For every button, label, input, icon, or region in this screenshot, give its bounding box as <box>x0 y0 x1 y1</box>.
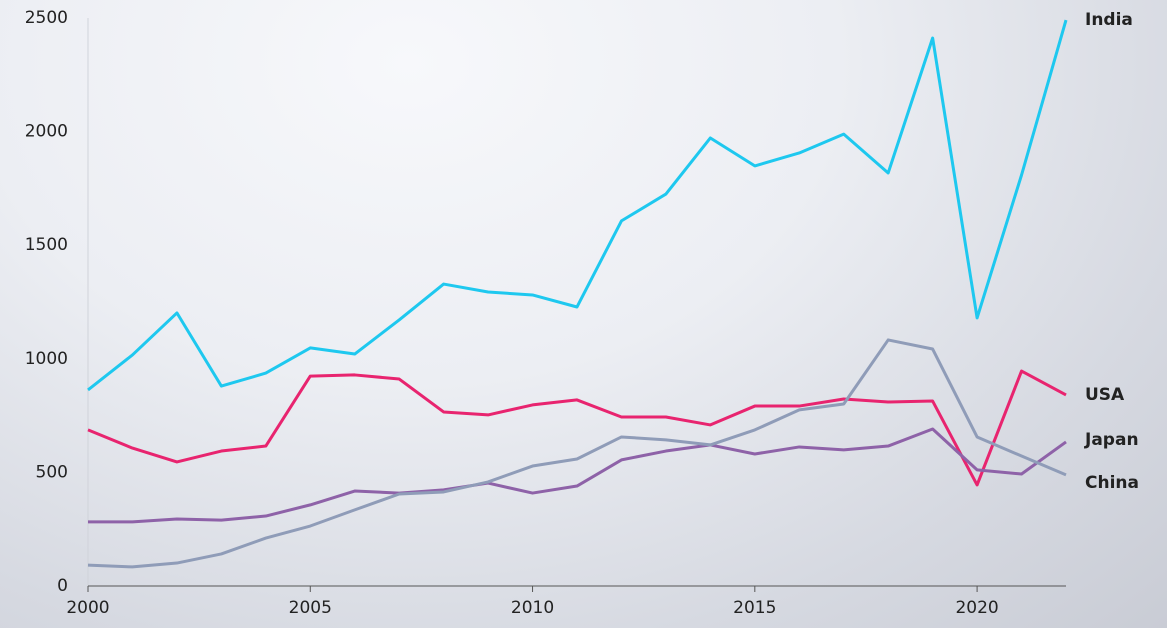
series-label: USA <box>1085 385 1125 405</box>
x-tick-label: 2010 <box>511 598 554 618</box>
series-line <box>88 429 1066 522</box>
y-tick-label: 0 <box>57 576 68 596</box>
series-label: Japan <box>1084 430 1139 450</box>
x-tick-label: 2015 <box>733 598 776 618</box>
series-label: India <box>1085 10 1133 30</box>
series-line <box>88 20 1066 390</box>
chart: 0 500 1000 1500 2000 2500 2000 2005 2010 2015 2020… <box>0 0 1167 628</box>
series-line <box>88 371 1066 485</box>
x-tick-label: 2000 <box>66 598 109 618</box>
series-label: China <box>1085 473 1139 493</box>
y-tick-label: 500 <box>36 462 68 482</box>
x-tick-label: 2005 <box>289 598 332 618</box>
y-tick-label: 2000 <box>25 122 68 142</box>
series-line <box>88 340 1066 567</box>
y-tick-label: 1000 <box>25 349 68 369</box>
y-tick-label: 2500 <box>25 8 68 28</box>
x-tick-label: 2020 <box>955 598 998 618</box>
y-tick-label: 1500 <box>25 235 68 255</box>
